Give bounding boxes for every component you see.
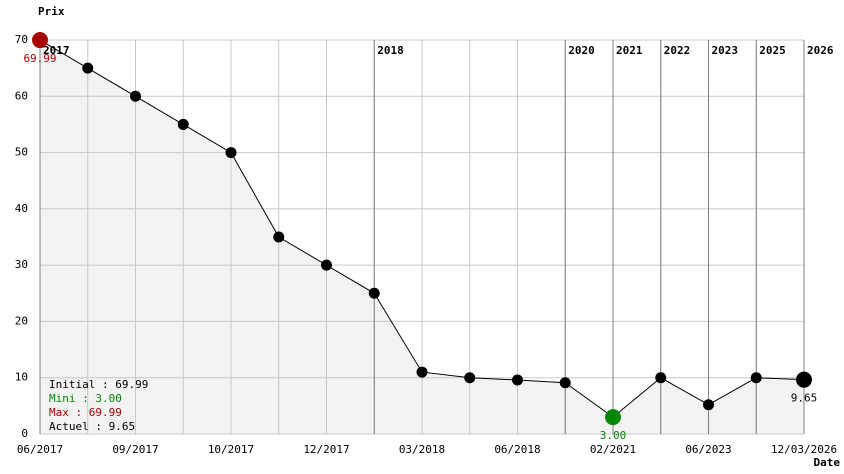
point-marker xyxy=(750,372,762,384)
summary-line: Max : 69.99 xyxy=(49,406,122,419)
x-tick-label: 12/2017 xyxy=(303,443,349,456)
point-marker xyxy=(82,62,94,74)
summary-line: Initial : 69.99 xyxy=(49,378,148,391)
value-label: 9.65 xyxy=(791,392,818,405)
y-tick-label: 50 xyxy=(15,146,28,159)
point-marker xyxy=(368,287,380,299)
summary-line: Mini : 3.00 xyxy=(49,392,122,405)
point-marker xyxy=(703,399,714,411)
y-tick-label: 10 xyxy=(15,371,28,384)
x-tick-label: 10/2017 xyxy=(208,443,254,456)
x-tick-label: 06/2018 xyxy=(494,443,540,456)
y-tick-label: 60 xyxy=(15,89,28,102)
value-label: 3.00 xyxy=(600,429,627,442)
x-tick-label: 06/2023 xyxy=(685,443,731,456)
point-marker xyxy=(32,32,48,49)
x-tick-label: 09/2017 xyxy=(112,443,158,456)
x-tick-label: 06/2017 xyxy=(17,443,63,456)
y-tick-label: 0 xyxy=(21,427,28,440)
point-marker xyxy=(273,231,285,243)
y-tick-label: 40 xyxy=(15,202,28,215)
point-marker xyxy=(416,366,428,378)
point-marker xyxy=(321,259,332,271)
point-marker xyxy=(464,372,476,384)
x-tick-label: 12/03/2026 xyxy=(771,443,837,456)
point-marker xyxy=(177,118,189,130)
x-tick-label: 03/2018 xyxy=(399,443,445,456)
point-marker xyxy=(512,374,523,386)
year-label: 2025 xyxy=(759,44,786,57)
point-marker xyxy=(655,372,667,384)
year-label: 2021 xyxy=(616,44,643,57)
point-marker xyxy=(605,409,621,426)
year-label: 2022 xyxy=(664,44,691,57)
y-axis-label: Prix xyxy=(38,5,65,18)
summary-line: Actuel : 9.65 xyxy=(49,420,135,433)
y-tick-label: 30 xyxy=(15,258,28,271)
y-tick-label: 70 xyxy=(15,33,28,46)
year-label: 2026 xyxy=(807,44,834,57)
point-marker xyxy=(225,147,237,159)
y-tick-label: 20 xyxy=(15,314,28,327)
x-tick-label: 02/2021 xyxy=(590,443,636,456)
point-marker xyxy=(796,371,812,388)
value-label: 69.99 xyxy=(23,52,56,65)
year-label: 2020 xyxy=(568,44,595,57)
year-label: 2018 xyxy=(377,44,404,57)
x-axis-label: Date xyxy=(814,456,841,469)
year-label: 2023 xyxy=(712,44,739,57)
point-marker xyxy=(130,90,141,102)
point-marker xyxy=(559,377,571,389)
